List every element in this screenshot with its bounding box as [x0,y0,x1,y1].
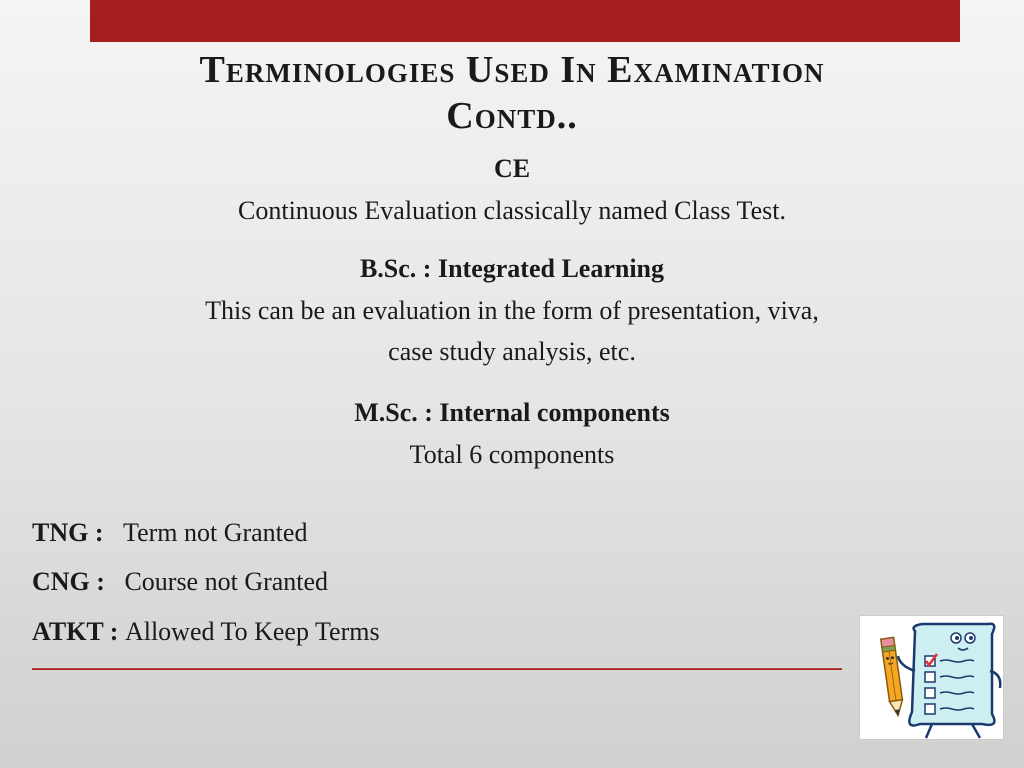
page-title: Terminologies Used In Examination Contd.… [0,48,1024,139]
definition-value: Course not Granted [124,567,328,596]
msc-heading: M.Sc. : Internal components [0,392,1024,434]
title-line-1: Terminologies Used In Examination [0,48,1024,94]
header-bar [90,0,960,42]
bsc-body-line-1: This can be an evaluation in the form of… [0,290,1024,332]
checklist-clipart-icon [859,615,1004,740]
ce-body: Continuous Evaluation classically named … [0,190,1024,232]
section-ce: CE Continuous Evaluation classically nam… [0,148,1024,231]
definition-value: Allowed To Keep Terms [125,617,380,646]
definitions-list: TNG : Term not Granted CNG : Course not … [32,508,380,656]
bsc-heading: B.Sc. : Integrated Learning [0,248,1024,290]
definition-row: CNG : Course not Granted [32,557,380,606]
title-line-2: Contd.. [0,94,1024,140]
section-bsc: B.Sc. : Integrated Learning This can be … [0,248,1024,373]
definition-row: ATKT : Allowed To Keep Terms [32,607,380,656]
section-msc: M.Sc. : Internal components Total 6 comp… [0,392,1024,475]
definition-value: Term not Granted [123,518,307,547]
msc-body: Total 6 components [0,434,1024,476]
definition-row: TNG : Term not Granted [32,508,380,557]
ce-heading: CE [0,148,1024,190]
divider-line [32,668,842,670]
bsc-body-line-2: case study analysis, etc. [0,331,1024,373]
definition-term: ATKT : [32,607,118,656]
definition-term: CNG : [32,557,105,606]
definition-term: TNG : [32,508,104,557]
